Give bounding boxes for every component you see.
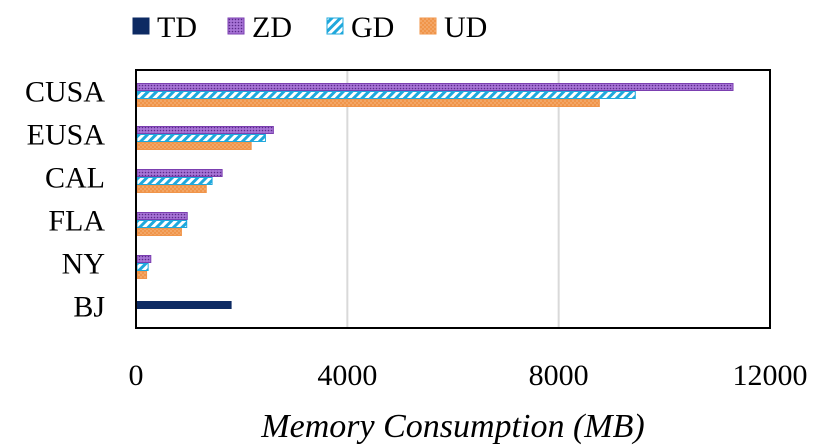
legend-swatch-zd bbox=[227, 17, 245, 35]
bar-eusa-zd bbox=[136, 126, 274, 134]
x-axis-title: Memory Consumption (MB) bbox=[260, 408, 644, 445]
bar-eusa-gd bbox=[136, 134, 266, 142]
bar-fla-ud bbox=[136, 228, 182, 236]
bar-cusa-ud bbox=[136, 99, 600, 107]
bar-ny-zd bbox=[136, 255, 152, 263]
x-tick-label-12000: 12000 bbox=[733, 359, 808, 392]
bar-fla-zd bbox=[136, 212, 188, 220]
category-label-cusa: CUSA bbox=[25, 76, 105, 109]
category-label-eusa: EUSA bbox=[27, 119, 106, 152]
category-label-bj: BJ bbox=[73, 291, 105, 324]
bar-bj-td bbox=[136, 301, 232, 309]
bar-cal-zd bbox=[136, 169, 223, 177]
legend-label-zd: ZD bbox=[252, 11, 292, 44]
legend-label-gd: GD bbox=[351, 11, 394, 44]
category-label-cal: CAL bbox=[45, 162, 105, 195]
x-tick-labels: 0 4000 8000 12000 bbox=[129, 359, 808, 392]
legend-swatch-gd bbox=[326, 17, 344, 35]
x-tick-label-4000: 4000 bbox=[317, 359, 377, 392]
legend: TD ZD GD UD bbox=[132, 11, 487, 44]
legend-swatch-td bbox=[132, 17, 150, 35]
plot-frame bbox=[135, 69, 771, 329]
category-labels: CUSA EUSA CAL FLA NY BJ bbox=[25, 76, 105, 324]
bar-cal-ud bbox=[136, 185, 207, 193]
x-tick-label-8000: 8000 bbox=[529, 359, 589, 392]
bar-ny-ud bbox=[136, 271, 148, 279]
bars bbox=[136, 83, 734, 309]
category-label-fla: FLA bbox=[48, 205, 105, 238]
gridlines bbox=[346, 70, 560, 328]
bar-cusa-gd bbox=[136, 91, 636, 99]
bar-cusa-zd bbox=[136, 83, 734, 91]
bar-ny-gd bbox=[136, 263, 149, 271]
bar-eusa-ud bbox=[136, 142, 252, 150]
bar-fla-gd bbox=[136, 220, 188, 228]
legend-label-td: TD bbox=[157, 11, 197, 44]
legend-label-ud: UD bbox=[444, 11, 487, 44]
bar-cal-gd bbox=[136, 177, 213, 185]
category-label-ny: NY bbox=[62, 248, 105, 281]
legend-swatch-ud bbox=[419, 17, 437, 35]
x-tick-label-0: 0 bbox=[129, 359, 144, 392]
